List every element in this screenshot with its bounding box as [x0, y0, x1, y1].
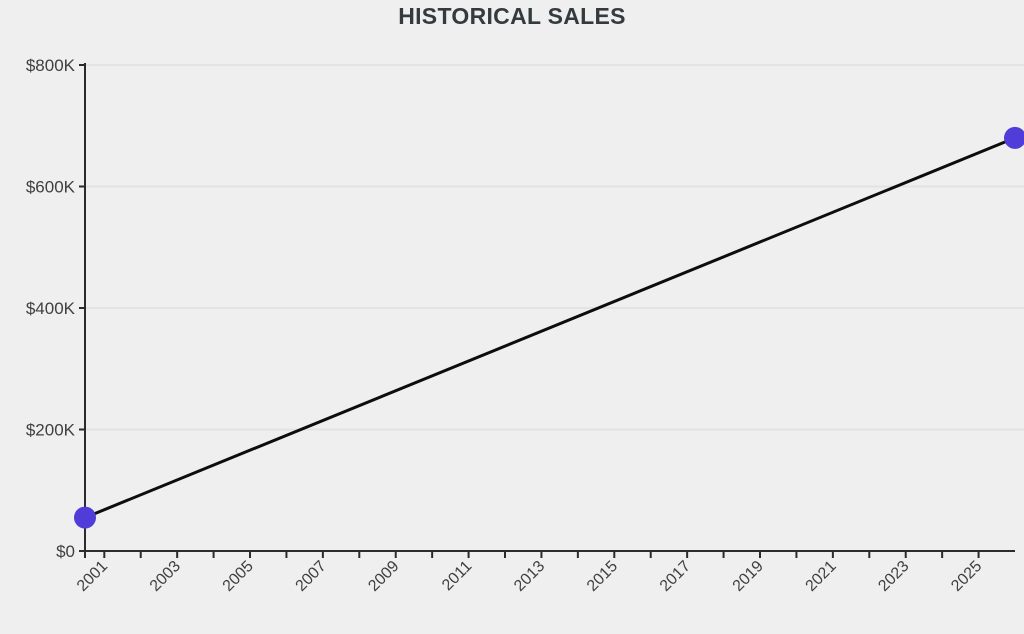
data-point-2026[interactable] [1004, 126, 1024, 149]
x-tick-label: 2015 [584, 558, 621, 595]
y-tick-label: $800K [26, 56, 76, 75]
y-tick-label: $600K [26, 178, 76, 197]
x-tick-label: 2009 [365, 558, 402, 595]
data-point-2000[interactable] [74, 506, 96, 529]
x-tick-label: 2001 [74, 558, 111, 595]
x-tick-label: 2023 [875, 558, 912, 595]
chart-title: HISTORICAL SALES [398, 3, 626, 29]
y-tick-label: $0 [56, 542, 75, 561]
x-tick-label: 2021 [803, 558, 840, 595]
x-tick-label: 2025 [948, 558, 985, 595]
x-tick-label: 2017 [657, 558, 694, 595]
y-tick-label: $400K [26, 299, 76, 318]
x-tick-label: 2011 [439, 558, 475, 594]
sales-trend-line [84, 136, 1016, 519]
y-tick-label: $200K [26, 421, 76, 440]
x-tick-label: 2013 [511, 558, 548, 595]
x-tick-label: 2007 [293, 558, 330, 595]
x-tick-label: 2019 [730, 558, 767, 595]
x-tick-label: 2003 [147, 558, 184, 595]
x-tick-label: 2005 [220, 558, 257, 595]
